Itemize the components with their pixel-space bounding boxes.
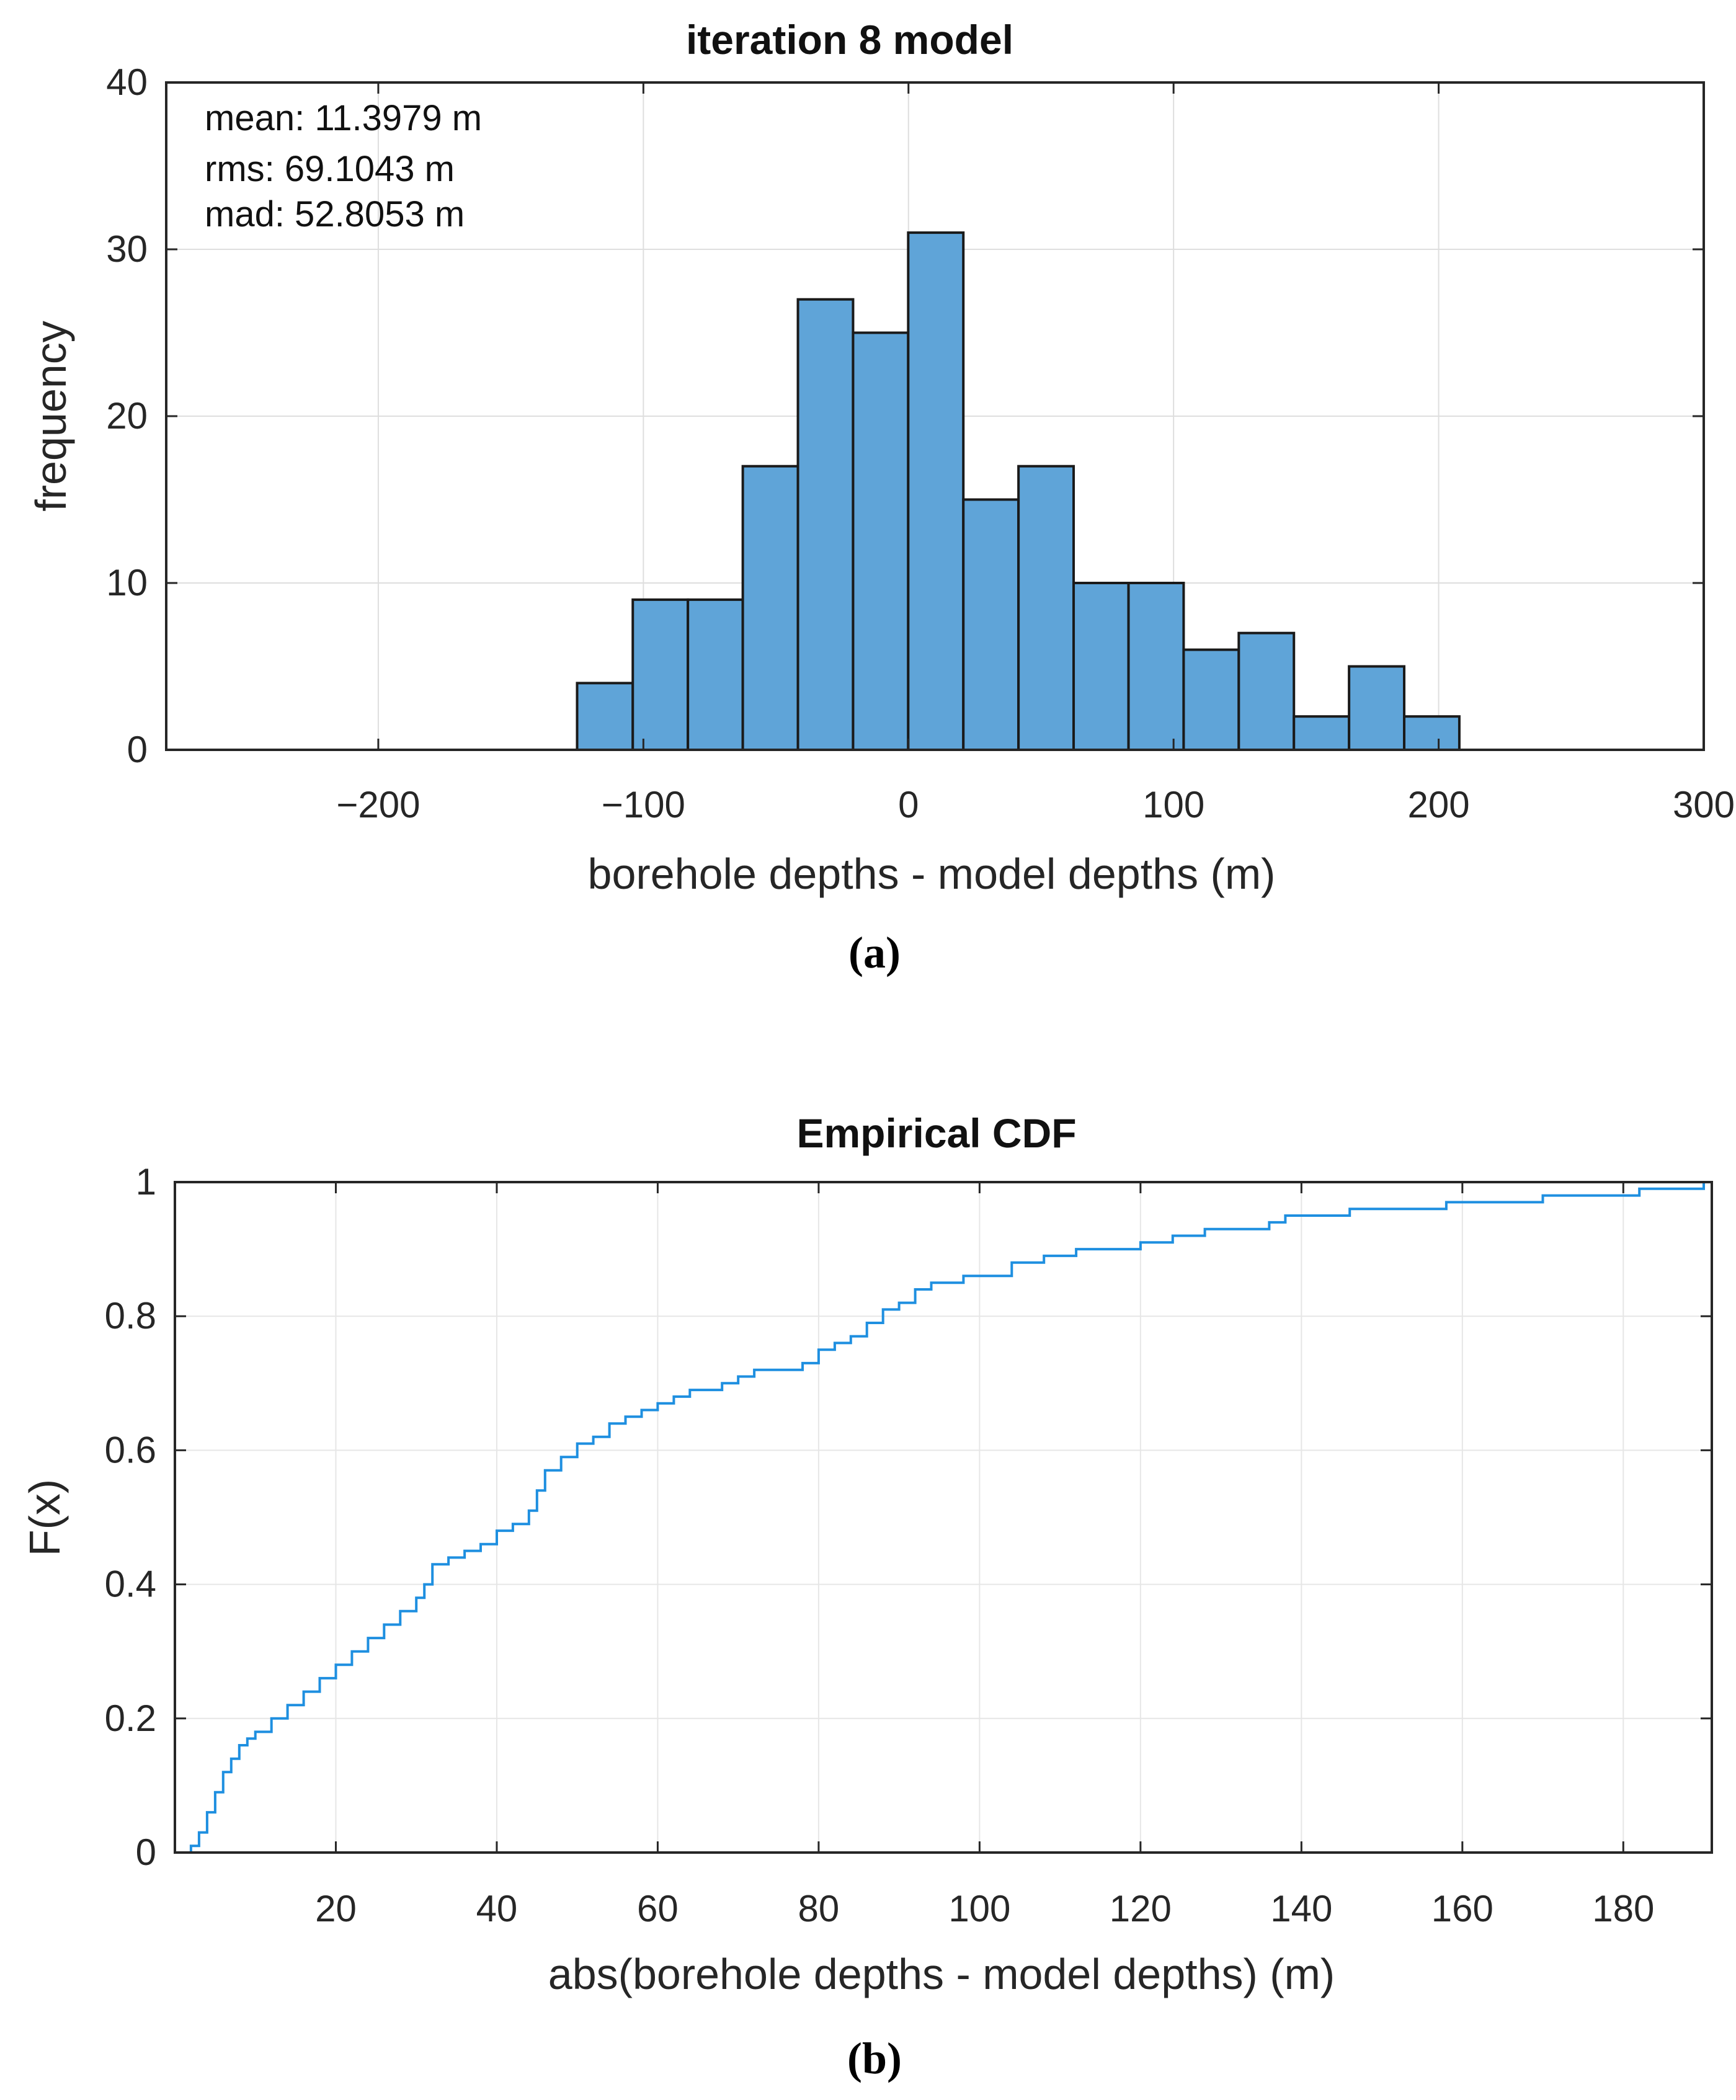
cdf-x-tick-label: 80 [798,1888,840,1929]
histogram-y-axis-label: frequency [27,321,75,511]
histogram-bar [1127,582,1185,751]
cdf-x-tick-label: 40 [476,1888,518,1929]
cdf-x-tick-label: 160 [1431,1888,1493,1929]
histogram-bar [1348,665,1406,751]
histogram-bar [1017,465,1075,751]
histogram-y-tick-label: 20 [106,395,148,437]
histogram-y-tick-label: 10 [106,562,148,603]
histogram-y-tick-label: 0 [127,729,148,770]
histogram-bar [1403,715,1461,751]
histogram-bar [962,498,1020,751]
cdf-y-tick-labels: 0 0.2 0.4 0.6 0.8 1 [105,1161,1712,1873]
panel-label-a: (a) [848,928,901,977]
histogram-x-tick-label: 300 [1673,784,1735,825]
cdf-x-tick-label: 140 [1270,1888,1332,1929]
histogram-bar [1293,715,1351,751]
histogram-x-tick-labels: −200 −100 0 100 200 300 [336,82,1735,825]
cdf-y-tick-label: 0.6 [105,1429,156,1470]
histogram-bar [687,598,744,752]
histogram-bar [631,598,690,752]
cdf-y-axis-label: F(x) [20,1479,69,1556]
histogram-title: iteration 8 model [686,17,1013,63]
histogram-x-tick-label: 100 [1142,784,1204,825]
histogram-bar [852,331,910,751]
cdf-title: Empirical CDF [796,1110,1076,1156]
cdf-y-tick-label: 0.4 [105,1564,156,1605]
histogram-y-tick-label: 30 [106,228,148,270]
histogram-bar [741,465,799,751]
histogram-bar [576,682,634,752]
cdf-x-tick-label: 180 [1592,1888,1654,1929]
cdf-x-tick-label: 100 [948,1888,1010,1929]
cdf-y-tick-label: 0.8 [105,1295,156,1337]
stat-rms: rms: 69.1043 m [205,149,455,189]
cdf-y-tick-label: 0 [136,1831,156,1873]
histogram-bars [576,231,1461,752]
cdf-x-axis-label: abs(borehole depths - model depths) (m) [548,1950,1335,1998]
histogram-panel: iteration 8 model −200 −100 0 100 200 300 0 10… [27,17,1735,977]
histogram-x-tick-label: 0 [898,784,919,825]
histogram-bar [1237,631,1296,752]
cdf-plot-frame [174,1181,1713,1854]
histogram-y-tick-labels: 0 10 20 30 40 [106,61,1704,770]
histogram-x-axis-label: borehole depths - model depths (m) [588,850,1276,898]
cdf-line [179,1181,1712,1854]
cdf-panel: Empirical CDF 20 40 60 80 100 120 140 160 180 00… [20,1110,1713,2083]
cdf-x-tick-label: 60 [637,1888,679,1929]
histogram-x-tick-label: 200 [1408,784,1470,825]
histogram-y-tick-label: 40 [106,61,148,103]
histogram-bar [907,231,965,752]
cdf-x-tick-labels: 20 40 60 80 100 120 140 160 180 [315,1182,1654,1929]
cdf-y-tick-label: 0.2 [105,1697,156,1739]
histogram-x-tick-label: −200 [336,784,420,825]
histogram-x-tick-label: −100 [602,784,685,825]
histogram-bar [1072,582,1130,751]
cdf-x-tick-label: 120 [1110,1888,1172,1929]
cdf-x-tick-label: 20 [315,1888,357,1929]
stat-mean: mean: 11.3979 m [205,98,482,138]
panel-label-b: (b) [847,2034,902,2083]
histogram-bar [1182,648,1240,751]
cdf-y-tick-label: 1 [136,1161,156,1203]
histogram-bar [796,298,855,751]
stat-mad: mad: 52.8053 m [205,194,465,234]
